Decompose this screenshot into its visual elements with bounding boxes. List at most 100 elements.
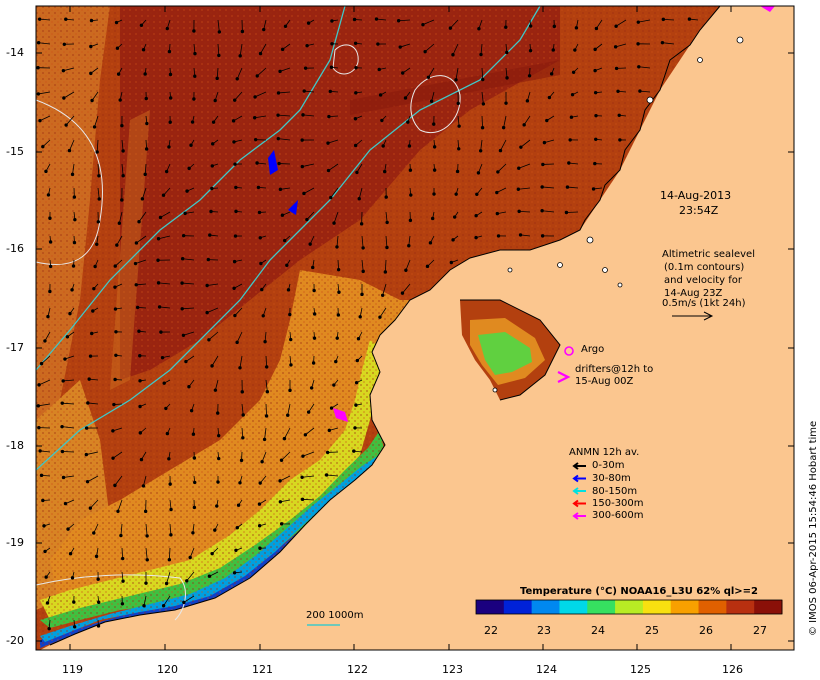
velocity-arrow: [121, 139, 124, 151]
velocity-arrow-head: [300, 497, 305, 502]
velocity-arrow-head: [300, 475, 304, 479]
velocity-arrow-head: [407, 144, 412, 148]
velocity-arrow-head: [518, 233, 523, 237]
velocity-arrow-head: [478, 149, 483, 153]
velocity-arrow-head: [545, 118, 549, 123]
velocity-arrow-head: [72, 625, 77, 629]
velocity-arrow-head: [409, 193, 413, 197]
velocity-arrow: [116, 235, 123, 246]
velocity-arrow-head: [354, 66, 358, 70]
velocity-arrow-head: [61, 475, 66, 480]
velocity-arrow-head: [261, 314, 265, 318]
velocity-arrow-head: [92, 531, 96, 535]
velocity-arrow-head: [70, 288, 74, 292]
velocity-arrow: [159, 306, 171, 309]
velocity-arrow: [94, 115, 99, 128]
velocity-arrow-head: [184, 359, 188, 364]
velocity-arrow-head: [302, 191, 306, 196]
velocity-arrow: [265, 403, 267, 416]
velocity-arrow-head: [189, 143, 193, 147]
velocity-arrow-head: [479, 52, 483, 57]
velocity-arrow-head: [187, 166, 191, 171]
lon-tick-125: 125: [630, 663, 651, 676]
velocity-arrow-head: [301, 113, 305, 117]
velocity-arrow: [327, 139, 339, 144]
altimetry-line5: 0.5m/s (1kt 24h): [662, 298, 746, 309]
lon-tick-119: 119: [62, 663, 83, 676]
velocity-arrow: [264, 427, 267, 440]
velocity-arrow: [136, 235, 147, 244]
velocity-arrow-head: [504, 101, 508, 105]
velocity-arrow: [166, 571, 171, 584]
velocity-arrow-head: [88, 506, 93, 510]
velocity-arrow-head: [84, 452, 89, 457]
velocity-arrow-head: [504, 25, 508, 29]
velocity-arrow: [638, 66, 651, 69]
velocity-arrow: [215, 379, 219, 391]
velocity-arrow-head: [120, 556, 125, 561]
velocity-arrow-head: [48, 216, 52, 220]
velocity-arrow-head: [192, 97, 196, 101]
velocity-arrow-head: [540, 234, 545, 238]
velocity-arrow-head: [477, 26, 481, 31]
velocity-arrow-head: [232, 140, 236, 144]
velocity-arrow: [41, 355, 51, 364]
velocity-arrow-head: [162, 381, 166, 385]
lon-tick-124: 124: [536, 663, 557, 676]
velocity-arrow-head: [192, 456, 197, 460]
velocity-arrow: [265, 379, 268, 392]
velocity-arrow-head: [305, 43, 309, 48]
velocity-arrow-head: [452, 215, 457, 219]
velocity-arrow-head: [168, 72, 173, 77]
velocity-arrow-head: [216, 456, 221, 461]
velocity-arrow-head: [286, 413, 290, 417]
velocity-arrow-head: [189, 408, 194, 413]
velocity-arrow-head: [258, 236, 262, 240]
velocity-arrow: [63, 379, 75, 382]
velocity-arrow-head: [96, 577, 100, 581]
velocity-arrow-head: [133, 261, 138, 266]
velocity-arrow-head: [160, 355, 165, 360]
velocity-arrow-head: [143, 72, 147, 76]
velocity-arrow-head: [193, 51, 197, 56]
drifters-line1: drifters@12h to: [575, 364, 654, 375]
velocity-arrow-head: [169, 533, 173, 537]
velocity-arrow-head: [432, 192, 436, 196]
velocity-arrow-head: [276, 91, 281, 95]
velocity-arrow-head: [138, 404, 142, 409]
velocity-arrow-head: [474, 235, 478, 240]
velocity-arrow-head: [377, 67, 381, 72]
velocity-arrow-head: [116, 509, 120, 514]
velocity-arrow-head: [232, 259, 237, 264]
velocity-arrow-head: [329, 406, 334, 410]
velocity-arrow-head: [355, 358, 360, 363]
velocity-arrow-head: [517, 166, 521, 170]
velocity-arrow-head: [37, 383, 41, 387]
colorbar-segment: [587, 600, 616, 614]
velocity-arrow-head: [192, 505, 197, 510]
velocity-arrow: [63, 475, 75, 478]
velocity-arrow: [281, 451, 291, 461]
velocity-arrow-head: [238, 54, 242, 58]
velocity-arrow-head: [282, 436, 287, 441]
velocity-arrow-head: [145, 534, 149, 538]
velocity-arrow-head: [552, 24, 557, 29]
colorbar-segment: [754, 600, 783, 614]
velocity-arrow: [63, 67, 75, 72]
colorbar-tick-26: 26: [699, 624, 713, 637]
velocity-arrow-head: [210, 164, 214, 168]
velocity-arrow: [145, 547, 148, 560]
velocity-arrow-head: [361, 269, 365, 274]
velocity-arrow: [236, 67, 243, 79]
colorbar: [476, 600, 783, 614]
velocity-arrow-head: [276, 136, 280, 141]
velocity-arrow-head: [235, 77, 239, 81]
velocity-arrow-head: [48, 289, 52, 294]
velocity-arrow-head: [211, 120, 216, 124]
velocity-arrow-head: [45, 601, 50, 605]
velocity-arrow: [183, 595, 195, 603]
velocity-arrow-head: [112, 402, 116, 407]
velocity-arrow: [361, 259, 364, 272]
velocity-arrow-head: [63, 357, 67, 361]
